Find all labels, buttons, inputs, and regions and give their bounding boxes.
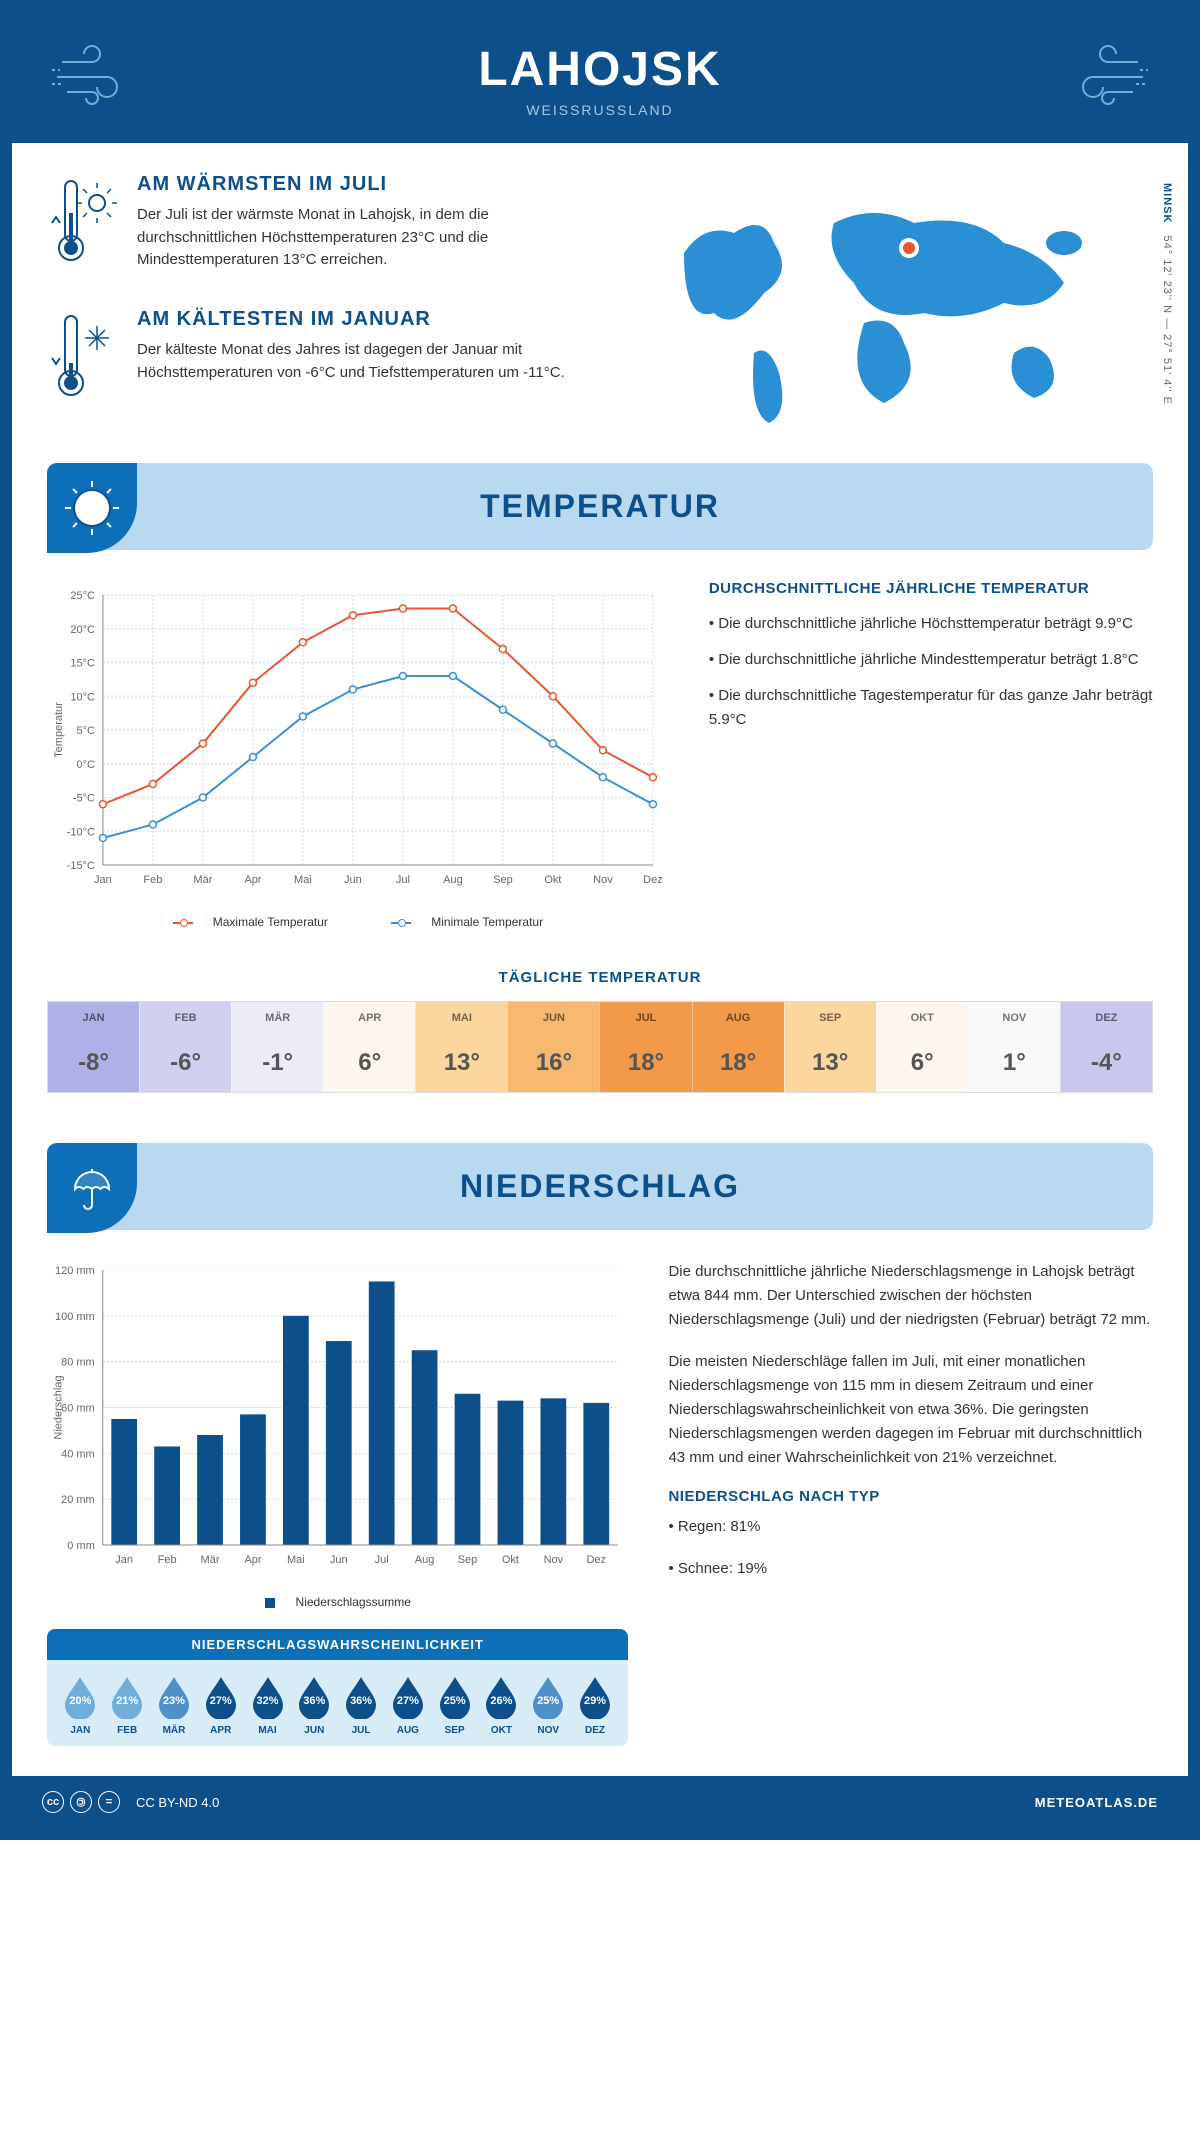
svg-text:Jun: Jun [330, 1554, 348, 1566]
svg-text:80 mm: 80 mm [61, 1357, 95, 1369]
svg-text:Aug: Aug [443, 874, 463, 886]
svg-text:Jun: Jun [344, 874, 362, 886]
svg-text:25°C: 25°C [70, 590, 95, 602]
license-block: cc 🄯 = CC BY-ND 4.0 [42, 1791, 219, 1813]
svg-text:Sep: Sep [493, 874, 513, 886]
svg-text:Temperatur: Temperatur [53, 702, 65, 758]
warmest-block: AM WÄRMSTEN IM JULI Der Juli ist der wär… [47, 173, 585, 278]
daily-temp-title: TÄGLICHE TEMPERATUR [47, 969, 1153, 986]
probability-drops: 20%JAN21%FEB23%MÄR27%APR32%MAI36%JUN36%J… [47, 1660, 628, 1746]
svg-text:Mai: Mai [294, 874, 312, 886]
header: LAHOJSK WEISSRUSSLAND [12, 12, 1188, 143]
svg-text:Sep: Sep [458, 1554, 478, 1566]
svg-text:Niederschlag: Niederschlag [53, 1375, 65, 1439]
svg-text:Dez: Dez [586, 1554, 606, 1566]
temperature-line-chart: -15°C -10°C -5°C 0°C 5°C 10°C 15°C 20°C 25°C Jan F… [47, 580, 669, 900]
precip-legend: Niederschlagssumme [47, 1595, 628, 1609]
svg-text:Feb: Feb [158, 1554, 177, 1566]
svg-text:-10°C: -10°C [67, 826, 95, 838]
coldest-block: AM KÄLTESTEN IM JANUAR Der kälteste Mona… [47, 308, 585, 413]
svg-text:15°C: 15°C [70, 658, 95, 670]
svg-text:-5°C: -5°C [73, 793, 95, 805]
precip-section-head: NIEDERSCHLAG [47, 1143, 1153, 1230]
svg-text:5°C: 5°C [76, 725, 95, 737]
infographic-frame: LAHOJSK WEISSRUSSLAND AM WÄRMSTEN IM JUL… [0, 0, 1200, 1840]
sun-icon [47, 463, 137, 553]
svg-text:Dez: Dez [643, 874, 663, 886]
site-name: METEOATLAS.DE [1035, 1795, 1158, 1810]
warmest-title: AM WÄRMSTEN IM JULI [137, 173, 585, 196]
footer: cc 🄯 = CC BY-ND 4.0 METEOATLAS.DE [12, 1776, 1188, 1828]
svg-text:20°C: 20°C [70, 624, 95, 636]
svg-text:Apr: Apr [244, 1554, 261, 1566]
svg-text:Mär: Mär [193, 874, 212, 886]
svg-text:60 mm: 60 mm [61, 1403, 95, 1415]
svg-text:Nov: Nov [593, 874, 613, 886]
svg-text:120 mm: 120 mm [55, 1265, 95, 1277]
wind-icon [1058, 42, 1148, 117]
svg-text:Feb: Feb [143, 874, 162, 886]
warmest-text: Der Juli ist der wärmste Monat in Lahojs… [137, 204, 585, 272]
precip-text-2: Die meisten Niederschläge fallen im Juli… [668, 1350, 1153, 1470]
avg-temp-title: DURCHSCHNITTLICHE JÄHRLICHE TEMPERATUR [709, 580, 1153, 597]
daily-temp-table: JAN-8°FEB-6°MÄR-1°APR6°MAI13°JUN16°JUL18… [47, 1001, 1153, 1093]
license-text: CC BY-ND 4.0 [136, 1795, 219, 1810]
svg-text:Jan: Jan [94, 874, 112, 886]
avg-temp-bullets: • Die durchschnittliche jährliche Höchst… [709, 612, 1153, 732]
coldest-title: AM KÄLTESTEN IM JANUAR [137, 308, 585, 331]
svg-text:Jul: Jul [396, 874, 410, 886]
svg-text:0 mm: 0 mm [67, 1540, 95, 1552]
temp-legend: Maximale Temperatur Minimale Temperatur [47, 915, 669, 929]
svg-text:Jan: Jan [115, 1554, 133, 1566]
svg-text:Jul: Jul [375, 1554, 389, 1566]
coldest-text: Der kälteste Monat des Jahres ist dagege… [137, 339, 585, 384]
precip-text-1: Die durchschnittliche jährliche Niedersc… [668, 1260, 1153, 1332]
svg-text:Aug: Aug [415, 1554, 435, 1566]
svg-text:Mai: Mai [287, 1554, 305, 1566]
temperature-section-head: TEMPERATUR [47, 463, 1153, 550]
wind-icon [52, 42, 142, 117]
precip-section-title: NIEDERSCHLAG [47, 1168, 1153, 1205]
world-map [615, 173, 1153, 433]
precip-type-bullets: • Regen: 81%• Schnee: 19% [668, 1515, 1153, 1581]
thermometer-hot-icon [47, 173, 117, 278]
svg-text:40 mm: 40 mm [61, 1448, 95, 1460]
svg-text:Apr: Apr [244, 874, 261, 886]
svg-text:-15°C: -15°C [67, 860, 95, 872]
svg-text:Okt: Okt [502, 1554, 519, 1566]
svg-text:10°C: 10°C [70, 691, 95, 703]
page-title: LAHOJSK [12, 42, 1188, 97]
temp-section-title: TEMPERATUR [47, 488, 1153, 525]
precip-type-title: NIEDERSCHLAG NACH TYP [668, 1488, 1153, 1505]
prob-title: NIEDERSCHLAGSWAHRSCHEINLICHKEIT [47, 1629, 628, 1660]
svg-text:100 mm: 100 mm [55, 1311, 95, 1323]
svg-text:0°C: 0°C [76, 759, 95, 771]
precipitation-bar-chart: 0 mm 20 mm 40 mm 60 mm 80 mm 100 mm 120 mm Jan F… [47, 1260, 628, 1580]
svg-text:Mär: Mär [201, 1554, 220, 1566]
svg-text:Nov: Nov [544, 1554, 564, 1566]
coordinates: MINSK 54° 12' 23'' N — 27° 51' 4'' E [1161, 183, 1173, 405]
svg-text:Okt: Okt [544, 874, 561, 886]
cc-icon: cc [42, 1791, 64, 1813]
nd-icon: = [98, 1791, 120, 1813]
thermometer-cold-icon [47, 308, 117, 413]
umbrella-icon [47, 1143, 137, 1233]
country-label: WEISSRUSSLAND [12, 102, 1188, 118]
by-icon: 🄯 [70, 1791, 92, 1813]
intro-section: AM WÄRMSTEN IM JULI Der Juli ist der wär… [47, 173, 1153, 443]
svg-text:20 mm: 20 mm [61, 1494, 95, 1506]
